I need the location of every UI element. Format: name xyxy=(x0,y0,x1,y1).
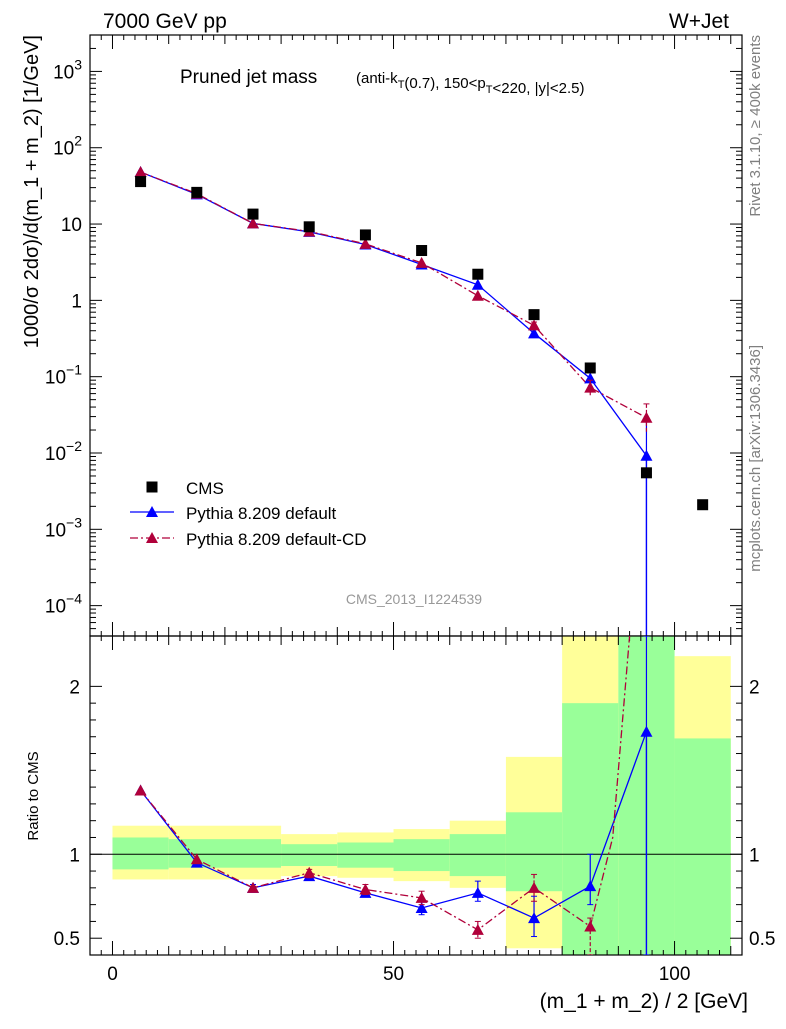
ratio-point-default-cd xyxy=(190,853,203,865)
data-point-default-cd xyxy=(134,166,147,178)
ratio-band-green xyxy=(562,703,619,955)
ratio-point-default xyxy=(640,725,653,737)
data-point-default-cd xyxy=(247,217,259,229)
ratio-data xyxy=(134,636,653,955)
watermark: CMS_2013_I1224539 xyxy=(346,591,482,607)
ratio-y-tick-label: 0.5 xyxy=(749,929,775,950)
data-point-cms xyxy=(472,268,484,280)
legend-label: Pythia 8.209 default-CD xyxy=(186,530,367,549)
ratio-point-default xyxy=(415,901,428,913)
ratio-y-tick-label: 2 xyxy=(69,677,80,698)
ratio-band-green xyxy=(168,839,282,868)
ratio-y-tick-label: 2 xyxy=(749,677,760,698)
main-panel: 10−4 10−3 10−2 10−1 1 10 102 103 1000/σ 2dσ)/d(m… xyxy=(21,34,743,637)
data-point-cms xyxy=(528,309,540,321)
data-point-default-cd xyxy=(640,411,653,423)
data-point-default-cd xyxy=(584,381,597,393)
ratio-point-default xyxy=(528,912,541,924)
site-label: mcplots.cern.ch [arXiv:1306.3436] xyxy=(747,345,764,572)
ratio-point-default xyxy=(584,880,597,892)
ratio-point-default-cd xyxy=(584,920,597,932)
ratio-band-green xyxy=(337,842,394,868)
y-tick-label: 102 xyxy=(53,133,82,160)
data-point-cms xyxy=(584,362,596,374)
ratio-point-default-cd xyxy=(303,866,316,878)
data-point-cms xyxy=(303,221,315,233)
data-point-default xyxy=(471,278,484,290)
ratio-point-default-cd xyxy=(359,883,372,895)
header-right: W+Jet xyxy=(669,10,729,33)
data-point-cms xyxy=(191,186,203,198)
ratio-y-tick-label: 1 xyxy=(749,845,760,866)
ratio-point-default-cd xyxy=(415,891,428,903)
series-line-default-cd xyxy=(140,171,647,419)
legend: CMS Pythia 8.209 default Pythia 8.209 defa… xyxy=(130,479,367,549)
ratio-point-default xyxy=(471,886,484,898)
legend-marker-default xyxy=(146,506,158,517)
data-point-default-cd xyxy=(471,289,484,301)
data-point-cms xyxy=(135,176,147,188)
ratio-point-default-cd xyxy=(134,784,147,796)
plot-title: Pruned jet mass xyxy=(180,67,317,88)
ratio-panel: 0 50 100 0.5 0.5 1 1 2 2 Ratio to CMS (m_1 + m_2) … xyxy=(25,635,775,1013)
ratio-y-tick-label: 1 xyxy=(69,845,80,866)
y-tick-label: 103 xyxy=(53,56,82,83)
data-point-cms xyxy=(640,467,652,479)
data-point-cms xyxy=(359,229,371,241)
ratio-band-green xyxy=(281,844,338,867)
ratio-point-default-cd xyxy=(471,923,484,935)
rivet-label: Rivet 3.1.10, ≥ 400k events xyxy=(747,35,764,217)
y-tick-label: 10−2 xyxy=(45,438,82,465)
legend-label: Pythia 8.209 default xyxy=(186,504,337,523)
data-point-default xyxy=(528,327,541,339)
y-tick-label: 10−1 xyxy=(45,362,82,389)
legend-marker-default-cd xyxy=(146,532,158,543)
y-tick-label: 10 xyxy=(61,215,82,236)
x-tick-label: 0 xyxy=(107,964,118,985)
ratio-band-green xyxy=(393,839,450,872)
y-tick-label: 10−3 xyxy=(45,514,82,541)
plot-subtitle: (anti-kT(0.7), 150<pT<220, |y|<2.5) xyxy=(356,70,585,97)
ratio-y-tick-label: 0.5 xyxy=(54,929,80,950)
legend-label: CMS xyxy=(186,479,224,498)
x-tick-label: 50 xyxy=(383,964,404,985)
y-tick-label: 1 xyxy=(71,291,82,312)
y-tick-label: 10−4 xyxy=(45,591,82,618)
ratio-band-green xyxy=(112,837,169,870)
ratio-y-axis-label: Ratio to CMS xyxy=(25,751,42,840)
x-tick-label: 100 xyxy=(659,964,691,985)
main-data xyxy=(134,166,709,636)
data-point-cms xyxy=(697,499,709,511)
y-axis-label: 1000/σ 2dσ)/d(m_1 + m_2) [1/GeV] xyxy=(21,35,43,348)
data-point-default-cd xyxy=(528,319,541,331)
ratio-band-green xyxy=(505,812,563,892)
data-point-cms xyxy=(247,208,259,220)
ratio-band-green xyxy=(674,738,731,955)
data-point-cms xyxy=(416,245,428,257)
ratio-band-green xyxy=(449,834,506,877)
data-point-default-cd xyxy=(359,237,372,249)
x-axis-label: (m_1 + m_2) / 2 [GeV] xyxy=(540,990,748,1013)
legend-marker-cms xyxy=(146,481,158,493)
header-left: 7000 GeV pp xyxy=(103,10,227,33)
data-point-default xyxy=(640,449,653,461)
ratio-point-default-cd xyxy=(528,881,541,893)
ratio-point-default-cd xyxy=(247,881,259,893)
series-line-default xyxy=(140,171,648,636)
data-point-default-cd xyxy=(415,256,428,268)
